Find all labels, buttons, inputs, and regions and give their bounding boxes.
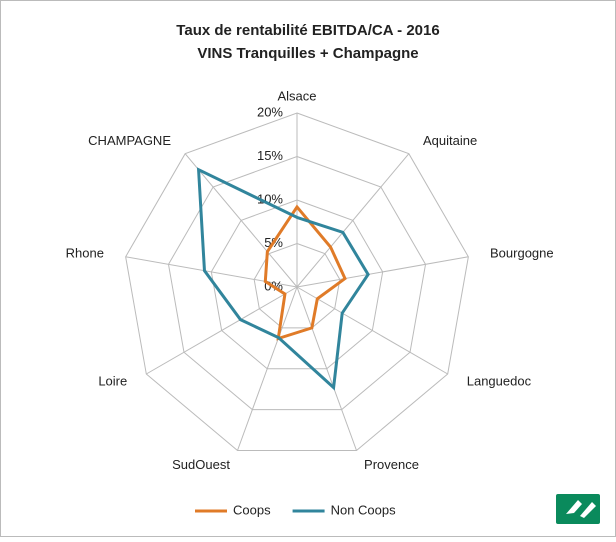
category-label: Bourgogne: [490, 245, 554, 260]
series-line: [196, 167, 370, 391]
category-label: Loire: [98, 373, 127, 388]
axis-line: [237, 286, 298, 451]
grid-line: [253, 242, 341, 329]
logo: [556, 494, 600, 524]
category-label: Alsace: [277, 88, 316, 103]
axis-line: [146, 286, 298, 375]
legend-label: Coops: [233, 502, 271, 517]
category-label: SudOuest: [172, 457, 230, 472]
axis-line: [296, 256, 469, 288]
category-label: Languedoc: [467, 373, 532, 388]
grid-line: [210, 199, 384, 370]
chart-title: Taux de rentabilité EBITDA/CA - 2016: [176, 22, 439, 39]
tick-label: 15%: [257, 148, 283, 163]
category-label: Provence: [364, 457, 419, 472]
grid-line: [125, 112, 469, 452]
category-label: Aquitaine: [423, 133, 477, 148]
axis-line: [296, 153, 410, 288]
grid-line: [167, 155, 427, 411]
category-label: CHAMPAGNE: [88, 133, 171, 148]
chart-subtitle: VINS Tranquilles + Champagne: [197, 45, 418, 62]
category-label: Rhone: [66, 245, 104, 260]
axis-line: [296, 286, 448, 375]
axis-line: [184, 153, 298, 288]
series-line: [263, 204, 347, 341]
axis-line: [296, 286, 357, 451]
tick-label: 20%: [257, 104, 283, 119]
legend-label: Non Coops: [331, 502, 397, 517]
